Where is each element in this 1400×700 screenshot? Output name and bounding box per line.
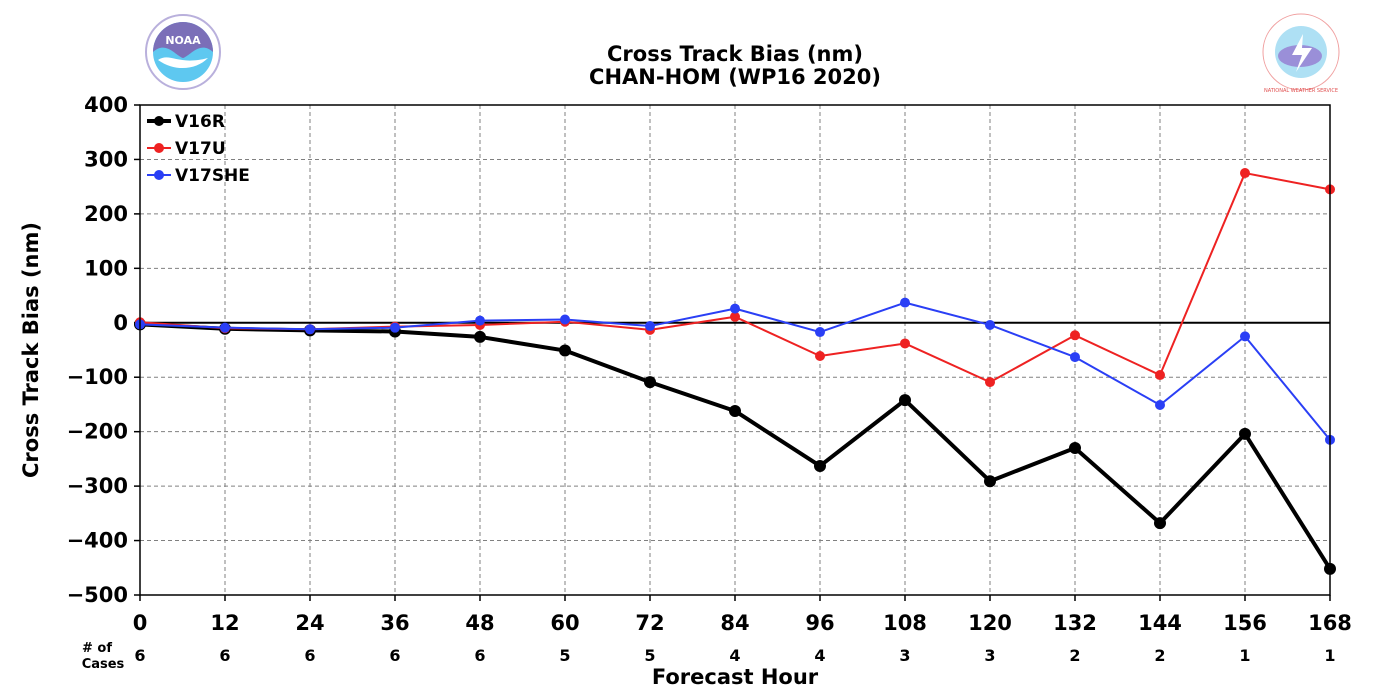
x-tick-label: 120 [968, 611, 1012, 635]
case-count: 6 [134, 646, 145, 665]
x-axis-label: Forecast Hour [652, 665, 819, 689]
data-point-v17u [730, 311, 740, 322]
case-count: 6 [304, 646, 315, 665]
data-point-v17she [305, 324, 315, 335]
x-tick-label: 156 [1223, 611, 1267, 635]
data-point-v17u [1155, 370, 1165, 381]
case-count: 6 [219, 646, 230, 665]
y-tick-label: 0 [113, 311, 128, 335]
legend-label-v17she: V17SHE [175, 166, 250, 186]
series-layer [134, 168, 1336, 575]
y-axis-label: Cross Track Bias (nm) [19, 222, 43, 478]
x-tick-label: 48 [465, 611, 494, 635]
case-count: 2 [1069, 646, 1080, 665]
data-point-v16r [899, 394, 911, 407]
y-tick-label: 100 [84, 256, 128, 280]
x-tick-label: 84 [720, 611, 749, 635]
x-tick-label: 24 [295, 611, 324, 635]
x-tick-label: 144 [1138, 611, 1182, 635]
data-point-v16r [474, 330, 486, 343]
chart-subtitle: CHAN-HOM (WP16 2020) [589, 65, 881, 89]
x-tick-label: 72 [635, 611, 664, 635]
data-point-v16r [729, 404, 741, 417]
x-tick-label: 12 [210, 611, 239, 635]
data-point-v16r [1239, 427, 1251, 440]
case-count: 4 [814, 646, 825, 665]
data-point-v16r [814, 459, 826, 472]
x-tick-label: 132 [1053, 611, 1097, 635]
case-count: 3 [984, 646, 995, 665]
data-point-v17she [900, 297, 910, 308]
case-count: 3 [899, 646, 910, 665]
case-count: 6 [474, 646, 485, 665]
cases-row: 6 6 6 6 6 5 5 4 4 3 3 2 2 1 1 [134, 646, 1335, 665]
data-point-v16r [559, 344, 571, 357]
data-point-v16r [984, 475, 996, 488]
data-point-v17she [985, 319, 995, 330]
case-count: 4 [729, 646, 740, 665]
case-count: 1 [1324, 646, 1335, 665]
case-count: 5 [644, 646, 655, 665]
data-point-v17u [900, 338, 910, 349]
cases-label-line2: Cases [82, 657, 125, 672]
data-point-v16r [644, 376, 656, 389]
data-point-v17she [390, 322, 400, 333]
data-point-v17u [815, 350, 825, 361]
data-point-v17she [560, 314, 570, 325]
grid-lines [139, 104, 1331, 596]
noaa-logo-text: NOAA [165, 34, 201, 47]
x-tick-label: 60 [550, 611, 579, 635]
data-point-v17u [1240, 168, 1250, 179]
case-count: 5 [559, 646, 570, 665]
x-tick-label: 96 [805, 611, 834, 635]
x-tick-label: 108 [883, 611, 927, 635]
data-point-v17she [730, 303, 740, 314]
y-tick-label: 300 [84, 147, 128, 171]
data-point-v17she [1070, 352, 1080, 363]
data-point-v17she [1155, 399, 1165, 410]
chart-title: Cross Track Bias (nm) [607, 42, 863, 66]
plot-frame [139, 104, 1331, 596]
y-axis-ticks: 400 300 200 100 0 −100 −200 −300 −400 −500 [67, 93, 140, 607]
cases-label-line1: # of [82, 641, 112, 656]
y-tick-label: −400 [67, 529, 128, 553]
legend-marker-v17she [154, 170, 164, 180]
y-tick-label: −100 [67, 365, 128, 389]
data-point-v17she [1240, 331, 1250, 342]
y-tick-label: −500 [67, 583, 128, 607]
legend-marker-v17u [154, 143, 164, 153]
y-tick-label: −300 [67, 474, 128, 498]
legend-marker-v16r [154, 116, 164, 126]
case-count: 1 [1239, 646, 1250, 665]
y-tick-label: 400 [84, 93, 128, 117]
data-point-v17she [815, 327, 825, 338]
noaa-logo: NOAA [145, 14, 221, 90]
data-point-v17she [220, 322, 230, 333]
x-tick-label: 0 [133, 611, 148, 635]
nws-logo: NATIONAL WEATHER SERVICE [1262, 13, 1340, 94]
nws-logo-text: NATIONAL WEATHER SERVICE [1264, 88, 1338, 94]
x-axis-ticks: 0 12 24 36 48 60 72 84 96 108 120 132 144 156 168 [133, 595, 1352, 635]
legend: V16R V17U V17SHE [147, 112, 250, 186]
data-point-v17u [1070, 330, 1080, 341]
case-count: 2 [1154, 646, 1165, 665]
y-tick-label: −200 [67, 420, 128, 444]
data-point-v17she [645, 321, 655, 332]
data-point-v17u [985, 377, 995, 388]
data-point-v17she [475, 315, 485, 326]
data-point-v16r [1154, 517, 1166, 530]
x-tick-label: 168 [1308, 611, 1352, 635]
data-point-v16r [1069, 442, 1081, 454]
legend-label-v17u: V17U [175, 139, 226, 159]
legend-label-v16r: V16R [175, 112, 225, 132]
x-tick-label: 36 [380, 611, 409, 635]
case-count: 6 [389, 646, 400, 665]
y-tick-label: 200 [84, 202, 128, 226]
